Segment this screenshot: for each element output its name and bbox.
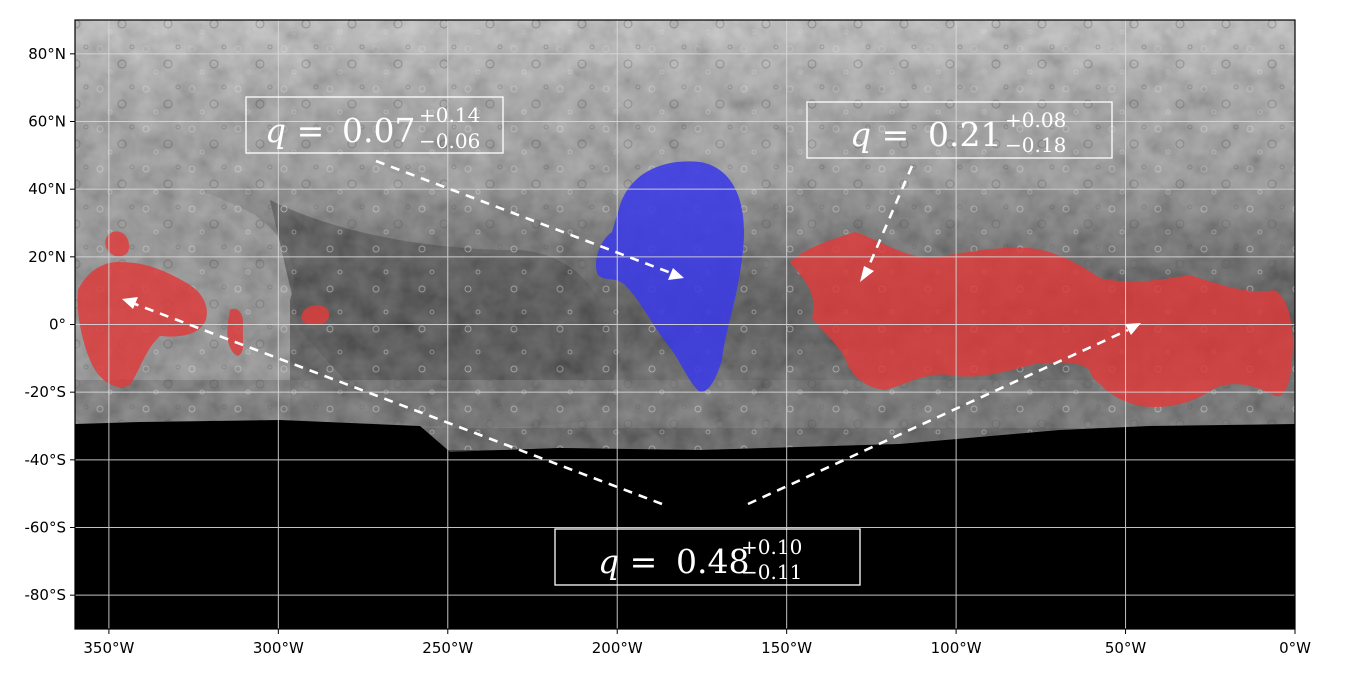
annot-1-symbol: q =: [265, 111, 324, 150]
lat-tick-label: -20°S: [24, 383, 66, 401]
lon-tick-label: 200°W: [592, 639, 643, 657]
annot-3-symbol: q =: [598, 542, 657, 581]
gridlines: [75, 20, 1296, 629]
lat-tick-label: 60°N: [28, 113, 66, 131]
red-spot-lower: [1089, 355, 1126, 386]
annotation-box-3: q = 0.48 +0.10 −0.11: [554, 528, 861, 586]
arrow-a1-head: [668, 268, 684, 280]
annot-1-value: 0.07: [342, 111, 415, 150]
annotation-box-2: q = 0.21 +0.08 −0.18: [806, 101, 1113, 159]
arrow-a3-right-line: [747, 328, 1129, 506]
lon-tick-label: 100°W: [931, 639, 982, 657]
red-spot-288: [301, 305, 330, 326]
annot-1-lower: −0.06: [419, 129, 480, 153]
latitude-axis: 80°N 60°N 40°N 20°N 0° -20°S -40°S -60°S -80°S: [24, 45, 75, 604]
arrow-a3-left-line: [134, 302, 663, 506]
lon-tick-label: 350°W: [83, 639, 134, 657]
annot-2-upper: +0.08: [1005, 108, 1066, 132]
annot-2-lower: −0.18: [1005, 133, 1066, 157]
annot-3-value: 0.48: [676, 542, 749, 581]
lat-tick-label: 40°N: [28, 180, 66, 198]
arrow-a2-line: [866, 165, 914, 269]
lon-tick-label: 250°W: [422, 639, 473, 657]
arrow-a3-right-head: [1125, 323, 1141, 335]
lon-tick-label: 50°W: [1105, 639, 1147, 657]
arrow-a2-head: [860, 266, 874, 282]
red-region-east: [790, 232, 1293, 408]
lon-tick-label: 150°W: [761, 639, 812, 657]
lon-tick-label: 0°W: [1279, 639, 1311, 657]
annot-2-value: 0.21: [928, 115, 1001, 154]
lat-tick-label: 20°N: [28, 248, 66, 266]
red-spot-350: [105, 231, 130, 257]
annot-3-upper: +0.10: [741, 535, 802, 559]
annot-2-symbol: q =: [850, 115, 909, 154]
lat-tick-label: -40°S: [24, 451, 66, 469]
lat-tick-label: -80°S: [24, 586, 66, 604]
arrow-a1-line: [375, 159, 672, 275]
arrow-heads: [122, 266, 1141, 335]
annot-3-lower: −0.11: [741, 560, 802, 584]
lat-tick-label: 80°N: [28, 45, 66, 63]
arrow-a3-left-head: [122, 297, 138, 309]
longitude-axis: 350°W 300°W 250°W 200°W 150°W 100°W 50°W 0°W: [83, 629, 1311, 657]
lat-tick-label: -60°S: [24, 519, 66, 537]
annotation-arrows: [134, 159, 1129, 506]
lon-tick-label: 300°W: [253, 639, 304, 657]
annotation-box-1: q = 0.07 +0.14 −0.06: [245, 96, 504, 154]
no-data-south: [75, 420, 1295, 629]
lat-tick-label: 0°: [49, 316, 66, 334]
annot-1-upper: +0.14: [419, 103, 480, 127]
